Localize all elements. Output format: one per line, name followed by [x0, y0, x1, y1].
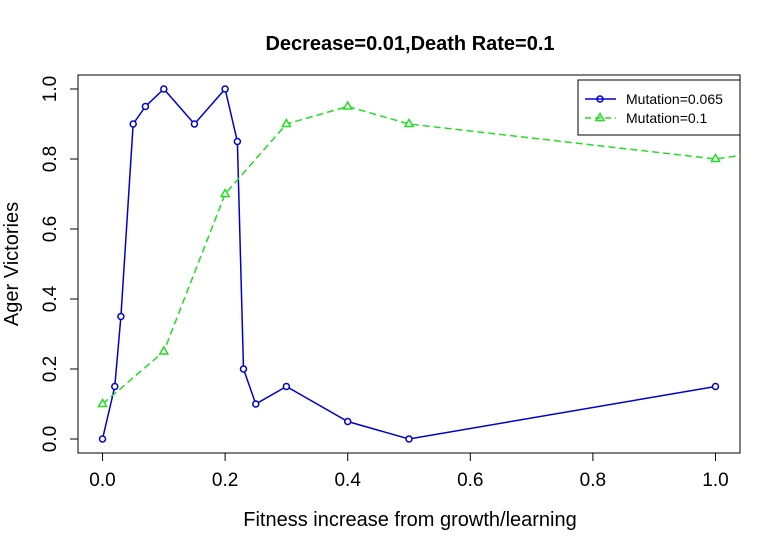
- data-point: [97, 397, 108, 408]
- y-tick-label: 0.6: [40, 216, 61, 242]
- y-tick-label: 0.0: [40, 426, 61, 452]
- data-point: [711, 382, 720, 391]
- data-point: [252, 400, 260, 408]
- data-point: [239, 365, 248, 373]
- data-point: [710, 152, 721, 163]
- x-tick-label: 0.6: [457, 470, 483, 491]
- legend-marker-circle: [596, 95, 604, 103]
- data-point: [282, 382, 291, 391]
- data-point: [343, 417, 352, 426]
- legend-label-mutation-01: Mutation=0.1: [626, 110, 708, 126]
- data-point: [98, 435, 107, 443]
- data-point: [158, 345, 170, 355]
- y-axis: 0.0 0.2 0.4 0.6 0.8 1.0: [40, 76, 79, 452]
- y-axis-label: Ager Victories: [1, 202, 23, 326]
- x-tick-label: 0.2: [212, 470, 238, 491]
- data-point: [281, 117, 292, 128]
- y-tick-label: 0.8: [40, 146, 61, 172]
- x-tick-label: 0.4: [334, 470, 361, 491]
- legend-label-mutation-0065: Mutation=0.065: [626, 91, 723, 107]
- y-tick-label: 0.2: [40, 356, 61, 382]
- data-point: [117, 312, 125, 321]
- legend-marker-triangle: [594, 111, 606, 122]
- x-tick-label: 0.8: [580, 470, 606, 491]
- data-point: [221, 85, 229, 93]
- data-point: [111, 382, 119, 391]
- data-point: [141, 102, 150, 111]
- series-line: [101, 87, 716, 440]
- x-tick-label: 1.0: [702, 470, 728, 491]
- series-mutation-01: [97, 100, 740, 408]
- legend: Mutation=0.065 Mutation=0.1: [577, 79, 741, 136]
- data-point: [405, 435, 413, 443]
- x-tick-label: 0.0: [89, 470, 115, 491]
- series-mutation-0065: [98, 85, 720, 443]
- y-tick-label: 1.0: [40, 76, 61, 102]
- data-point: [233, 137, 242, 146]
- data-point: [190, 120, 199, 128]
- data-point: [219, 187, 231, 198]
- y-tick-label: 0.4: [40, 285, 61, 312]
- data-point: [403, 117, 415, 128]
- x-axis: 0.0 0.2 0.4 0.6 0.8 1.0: [89, 452, 729, 491]
- series-layer: [97, 85, 740, 443]
- series-line: [102, 105, 740, 405]
- data-point: [160, 85, 168, 93]
- legend-box: [577, 79, 741, 136]
- chart-title: Decrease=0.01,Death Rate=0.1: [265, 33, 554, 55]
- data-point: [342, 100, 353, 110]
- data-point: [129, 120, 137, 128]
- x-axis-label: Fitness increase from growth/learning: [243, 509, 576, 531]
